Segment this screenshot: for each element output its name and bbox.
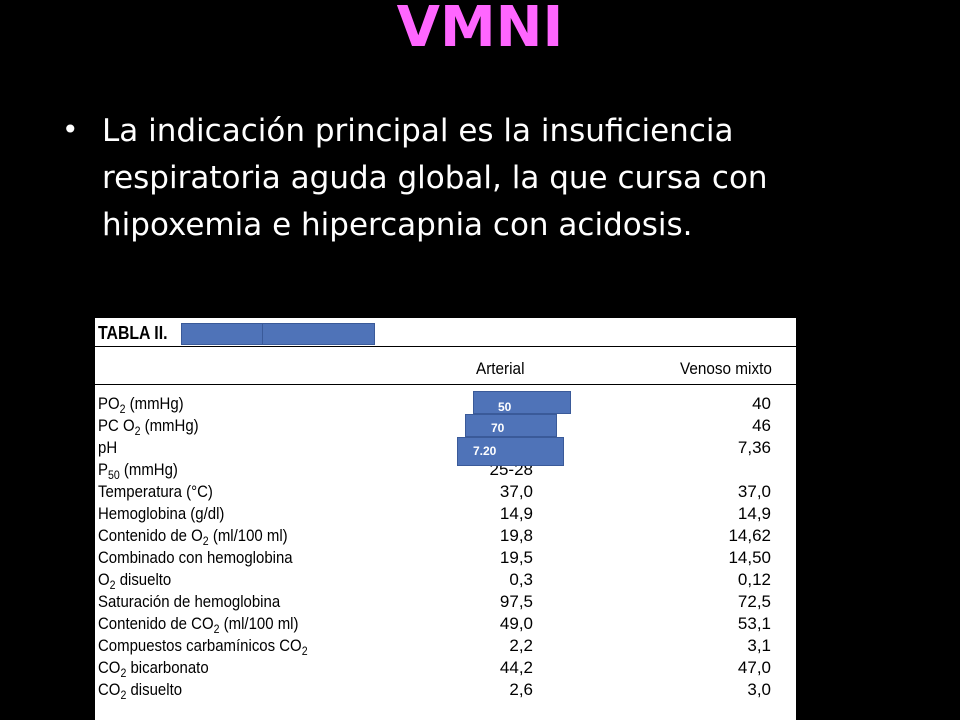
table-row: Temperatura (°C) 37,0 37,0 <box>93 482 798 504</box>
row-label: CO2 disuelto <box>98 680 183 702</box>
cell-venoso: 7,36 <box>737 438 771 457</box>
blood-gas-table: TABLA II. Arterial Venoso mixto PO2 (mmH… <box>93 318 798 720</box>
table-row: CO2 disuelto 2,6 3,0 <box>93 680 798 702</box>
cell-venoso: 72,5 <box>737 592 771 611</box>
cell-venoso: 53,1 <box>737 614 771 633</box>
table-row: Contenido de O2 (ml/100 ml) 19,8 14,62 <box>93 526 798 548</box>
row-label: PC O2 (mmHg) <box>98 416 199 438</box>
table-row: CO2 bicarbonato 44,2 47,0 <box>93 658 798 680</box>
cell-venoso: 37,0 <box>737 482 771 501</box>
bullet-text: La indicación principal es la insuficien… <box>102 113 768 243</box>
row-label: P50 (mmHg) <box>98 460 178 482</box>
cell-arterial: 2,2 <box>509 636 533 655</box>
cell-arterial: 14,9 <box>499 504 533 523</box>
cell-arterial: 2,6 <box>509 680 533 699</box>
row-label: Hemoglobina (g/dl) <box>98 504 225 523</box>
cell-venoso: 3,0 <box>747 680 771 699</box>
table-row: Saturación de hemoglobina 97,5 72,5 <box>93 592 798 614</box>
table-row: Combinado con hemoglobina 19,5 14,50 <box>93 548 798 570</box>
table-row: Compuestos carbamínicos CO2 2,2 3,1 <box>93 636 798 658</box>
table-row: P50 (mmHg) 25-28 <box>93 460 798 482</box>
cell-arterial: 19,5 <box>499 548 533 567</box>
slide-title: VMNI <box>396 0 564 60</box>
row-label: Temperatura (°C) <box>98 482 213 501</box>
column-header-venoso: Venoso mixto <box>680 359 772 378</box>
row-label: Combinado con hemoglobina <box>98 548 293 567</box>
table-rule-top <box>93 346 798 347</box>
overlay-value-po2-text: 50 <box>498 400 512 414</box>
cell-arterial: 0,3 <box>509 570 533 589</box>
cell-venoso: 46 <box>752 416 771 435</box>
cell-arterial: 19,8 <box>499 526 533 545</box>
cell-arterial: 37,0 <box>499 482 533 501</box>
overlay-value-pco2: 70 <box>465 414 557 437</box>
column-header-arterial: Arterial <box>476 359 525 378</box>
overlay-value-ph-text: 7.20 <box>473 444 497 458</box>
overlay-value-ph: 7.20 <box>457 437 564 466</box>
cell-venoso: 14,9 <box>737 504 771 523</box>
overlay-value-pco2-text: 70 <box>491 421 505 435</box>
table-title: TABLA II. <box>98 323 168 343</box>
row-label: O2 disuelto <box>98 570 172 592</box>
cell-venoso: 0,12 <box>737 570 771 589</box>
cell-arterial: 49,0 <box>499 614 533 633</box>
table-row: pH 7,36 <box>93 438 798 460</box>
row-label: Contenido de O2 (ml/100 ml) <box>98 526 288 548</box>
table-row: O2 disuelto 0,3 0,12 <box>93 570 798 592</box>
title-redaction-box-1 <box>181 323 263 345</box>
row-label: Contenido de CO2 (ml/100 ml) <box>98 614 299 636</box>
cell-venoso: 40 <box>752 394 771 413</box>
table-rule-header <box>95 384 796 385</box>
row-label: CO2 bicarbonato <box>98 658 209 680</box>
cell-arterial: 97,5 <box>499 592 533 611</box>
cell-venoso: 14,50 <box>728 548 771 567</box>
title-redaction-box-2 <box>262 323 375 345</box>
row-label: Compuestos carbamínicos CO2 <box>98 636 308 658</box>
row-label: pH <box>98 438 118 457</box>
table-border-left <box>93 318 95 720</box>
table-row: PO2 (mmHg) 40 <box>93 394 798 416</box>
table-row: Hemoglobina (g/dl) 14,9 14,9 <box>93 504 798 526</box>
table-row: PC O2 (mmHg) 46 <box>93 416 798 438</box>
cell-venoso: 47,0 <box>737 658 771 677</box>
bullet-dot-icon: • <box>62 113 79 146</box>
row-label: Saturación de hemoglobina <box>98 592 281 611</box>
cell-venoso: 14,62 <box>728 526 771 545</box>
overlay-value-po2: 50 <box>473 391 571 414</box>
table-border-right <box>796 318 798 720</box>
cell-arterial: 44,2 <box>499 658 533 677</box>
row-label: PO2 (mmHg) <box>98 394 184 416</box>
cell-venoso: 3,1 <box>747 636 771 655</box>
table-row: Contenido de CO2 (ml/100 ml) 49,0 53,1 <box>93 614 798 636</box>
